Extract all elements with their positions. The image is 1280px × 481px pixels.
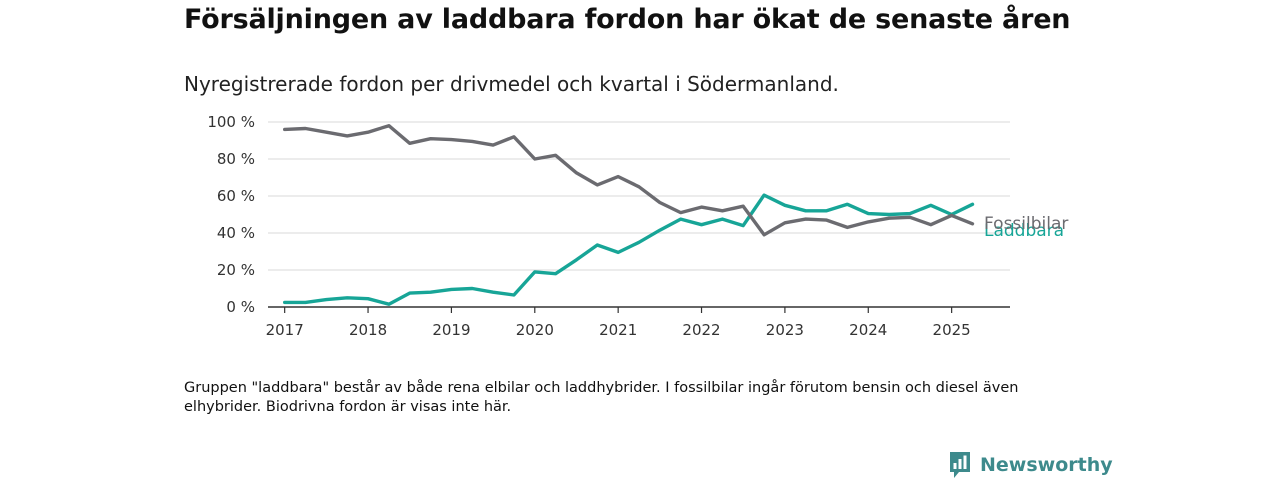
x-tick-label: 2018 <box>349 321 387 339</box>
x-tick-label: 2020 <box>516 321 554 339</box>
y-tick-label: 0 % <box>226 298 255 316</box>
x-tick-label: 2023 <box>766 321 804 339</box>
series-label-laddbara: Laddbara <box>984 221 1064 241</box>
y-tick-label: 20 % <box>217 261 255 279</box>
footnote: Gruppen "laddbara" består av både rena e… <box>184 380 1019 415</box>
x-tick-label: 2025 <box>933 321 971 339</box>
brand-logo[interactable]: Newsworthy <box>948 449 1113 481</box>
y-tick-label: 40 % <box>217 224 255 242</box>
x-tick-label: 2021 <box>599 321 637 339</box>
y-tick-label: 60 % <box>217 187 255 205</box>
brand-name: Newsworthy <box>980 454 1113 476</box>
chart-subtitle: Nyregistrerade fordon per drivmedel och … <box>184 72 839 96</box>
newsworthy-logo-icon <box>950 452 970 478</box>
line-chart: 0 % 20 % 40 % 60 % 80 % 100 % 2017 2018 2019 2020… <box>207 113 1068 339</box>
chart-title: Försäljningen av laddbara fordon har öka… <box>184 4 1071 35</box>
series-line-fossilbilar <box>283 123 975 237</box>
series-line-laddbara <box>283 193 975 306</box>
y-tick-label: 100 % <box>207 113 255 131</box>
y-tick-label: 80 % <box>217 150 255 168</box>
x-tick-label: 2024 <box>849 321 887 339</box>
x-tick-label: 2022 <box>682 321 720 339</box>
series-label-fossilbilar: Fossilbilar <box>984 214 1068 234</box>
x-tick-label: 2019 <box>432 321 470 339</box>
x-tick-label: 2017 <box>266 321 304 339</box>
